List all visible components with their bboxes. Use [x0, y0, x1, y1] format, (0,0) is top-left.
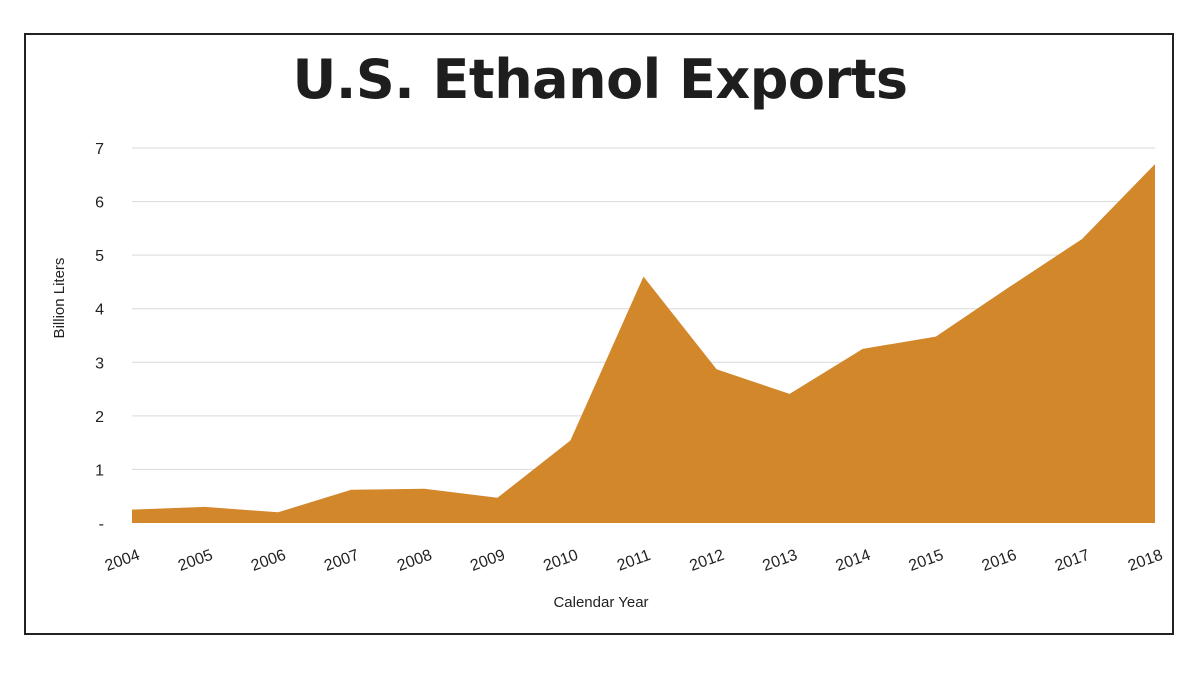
y-axis-label: Billion Liters: [51, 258, 68, 339]
x-tick-label: 2018: [1126, 547, 1165, 575]
x-tick-label: 2005: [176, 547, 215, 575]
y-tick-label: 2: [95, 409, 104, 426]
y-tick-label: 6: [95, 195, 104, 212]
x-axis-label: Calendar Year: [553, 594, 648, 611]
series-area: [132, 164, 1155, 523]
x-tick-label: 2004: [103, 547, 142, 575]
x-tick-label: 2015: [907, 547, 946, 575]
x-tick-label: 2009: [468, 547, 507, 575]
chart-title: U.S. Ethanol Exports: [292, 48, 908, 111]
y-tick-label: 1: [95, 462, 104, 479]
x-tick-label: 2010: [541, 547, 580, 575]
x-tick-label: 2016: [980, 547, 1019, 575]
x-tick-label: 2007: [322, 547, 361, 575]
area-series: [131, 163, 1156, 523]
x-tick-label: 2012: [687, 547, 726, 575]
y-tick-label: 5: [95, 248, 104, 265]
y-axis-ticks: - 1 2 3 4 5 6 7: [95, 141, 104, 533]
x-tick-label: 2013: [760, 547, 799, 575]
x-tick-label: 2011: [615, 547, 653, 575]
y-tick-label: -: [99, 516, 104, 533]
y-tick-label: 4: [95, 302, 104, 319]
x-tick-label: 2008: [395, 547, 434, 575]
x-tick-label: 2017: [1053, 547, 1092, 575]
y-tick-label: 7: [95, 141, 104, 158]
x-tick-label: 2006: [249, 547, 288, 575]
x-tick-label: 2014: [834, 547, 873, 575]
y-tick-label: 3: [95, 355, 104, 372]
x-axis-ticks: 2004 2005 2006 2007 2008 2009 2010 2011 2012 2013…: [103, 547, 1165, 575]
